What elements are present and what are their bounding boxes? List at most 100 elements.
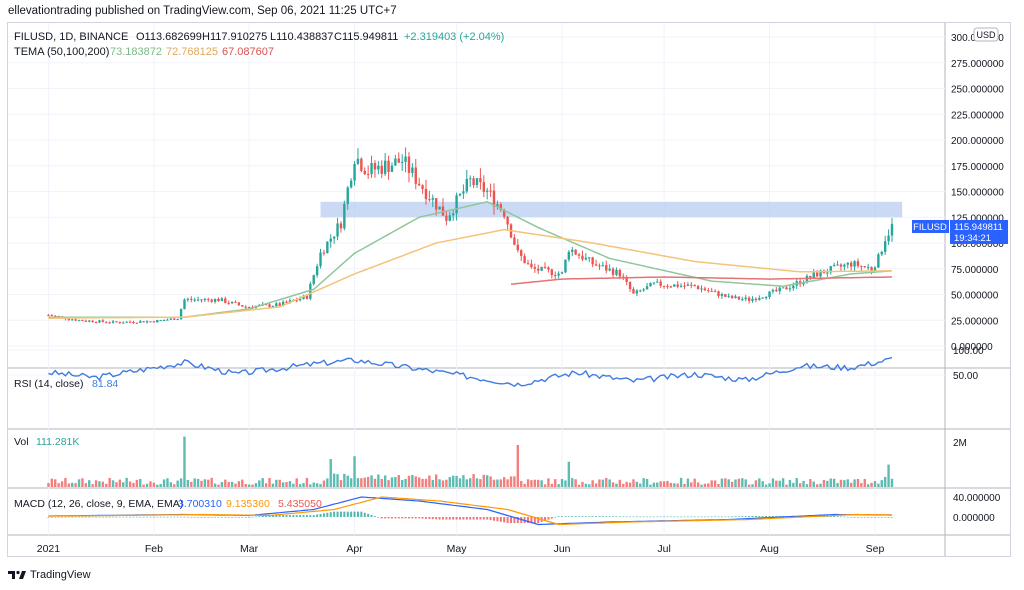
volume-bar [285, 482, 288, 487]
candle-body [489, 190, 492, 192]
macd-histogram-bar [285, 515, 288, 517]
candle-body [788, 288, 792, 290]
volume-bar [690, 482, 693, 487]
candle-body [431, 198, 434, 200]
macd-histogram-bar [833, 516, 836, 517]
macd-histogram-bar [612, 516, 615, 517]
volume-bar [764, 484, 768, 487]
macd-histogram-bar [197, 517, 200, 518]
candle-body [346, 187, 349, 204]
volume-bar [863, 478, 866, 487]
candle-body [455, 195, 458, 214]
candle-body [414, 167, 417, 184]
macd-axis-label: 40.000000 [953, 493, 1001, 504]
macd-histogram-bar [544, 517, 547, 521]
time-axis-label: Mar [240, 543, 259, 555]
macd-histogram-bar [390, 517, 393, 519]
macd-histogram-bar [588, 516, 591, 517]
candle-body [622, 276, 625, 278]
candle-body [751, 298, 754, 301]
candle-body [156, 320, 159, 323]
candle-body [278, 303, 281, 306]
candle-body [326, 241, 329, 254]
macd-histogram-bar [608, 516, 611, 517]
volume-bar [860, 483, 863, 487]
chart-svg[interactable]: 300.000000275.000000250.000000225.000000… [8, 23, 1010, 556]
candle-body [438, 206, 441, 210]
volume-bar [88, 480, 91, 487]
volume-bar [635, 481, 639, 487]
candle-body [74, 319, 77, 321]
macd-histogram-bar [458, 517, 461, 520]
candle-body [101, 320, 105, 322]
price-axis-label: 25.000000 [951, 316, 999, 327]
volume-bar [785, 484, 788, 487]
indicator-lines [47, 201, 893, 526]
macd-histogram-bar [61, 516, 64, 518]
macd-histogram-bar [265, 515, 268, 517]
tradingview-footer[interactable]: TradingView [8, 569, 91, 581]
volume-bar [758, 478, 761, 487]
candle-body [856, 261, 860, 267]
volume-bar [523, 483, 526, 487]
macd-histogram-bar [169, 516, 172, 518]
rsi-label: RSI (14, close) [14, 378, 83, 390]
volume-bar [271, 483, 275, 487]
macd-histogram-bar [513, 517, 516, 523]
candle-body [237, 302, 241, 306]
chart-frame[interactable]: 300.000000275.000000250.000000225.000000… [7, 22, 1011, 557]
macd-histogram-bar [771, 516, 774, 517]
macd-histogram-bar [57, 516, 60, 518]
volume-bar [377, 474, 380, 487]
volume-bar [451, 475, 455, 487]
volume-bar [94, 480, 98, 487]
candle-body [775, 289, 778, 292]
volume-bar [227, 481, 230, 487]
candle-body [550, 269, 554, 276]
macd-histogram-bar [666, 516, 669, 518]
volume-bar [625, 481, 628, 487]
macd-histogram-bar [241, 517, 244, 518]
macd-histogram-bar [465, 517, 468, 520]
candle-body [673, 284, 676, 287]
volume-bar [196, 478, 200, 487]
volume-bar [622, 483, 625, 487]
candle-body [434, 198, 438, 210]
volume-bar [499, 479, 503, 487]
volume-bar [533, 479, 537, 487]
candle-body [91, 320, 94, 322]
macd-histogram-bar [105, 516, 108, 518]
volume-bar [74, 483, 77, 487]
candle-body [128, 321, 132, 323]
candle-body [404, 156, 407, 162]
candle-body [584, 257, 588, 260]
volume-bar [394, 477, 397, 487]
macd-histogram-bar [853, 517, 856, 518]
candle-body [734, 296, 737, 299]
macd-histogram-bar [601, 516, 604, 517]
macd-histogram-bar [220, 517, 223, 518]
candle-body [227, 302, 230, 304]
currency-badge[interactable] [973, 27, 999, 42]
candle-body [132, 321, 135, 323]
volume-bar [213, 483, 217, 487]
candle-body [139, 321, 142, 323]
volume-bar [598, 479, 601, 487]
macd-histogram-bar [74, 516, 77, 518]
macd-histogram-bar [210, 517, 213, 518]
macd-histogram-bar [424, 517, 427, 519]
candle-body [560, 272, 564, 274]
price-tag-symbol-box [912, 220, 949, 233]
time-axis-label: May [447, 543, 468, 555]
volume-bar [254, 483, 258, 487]
volume-bar [700, 484, 703, 487]
volume-bar [319, 484, 322, 487]
macd-histogram-bar [873, 517, 876, 518]
macd-histogram-bar [843, 516, 846, 518]
volume-bar [686, 478, 690, 487]
price-axis-label: 150.000000 [951, 188, 1004, 199]
macd-histogram-bar [163, 516, 166, 518]
volume-bar [156, 484, 159, 487]
volume-bar [605, 477, 608, 487]
candle-body [860, 266, 863, 268]
